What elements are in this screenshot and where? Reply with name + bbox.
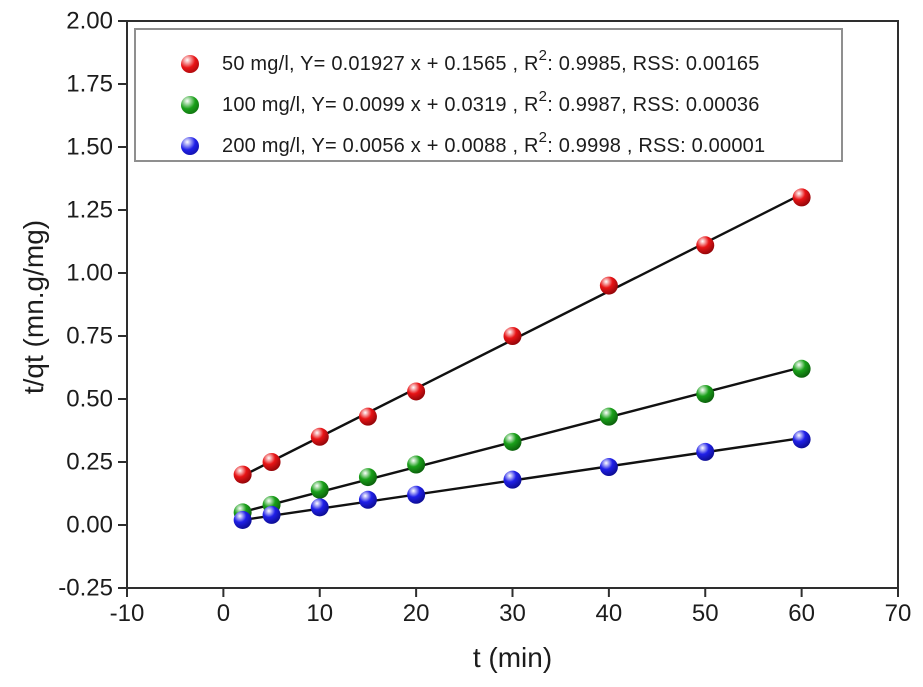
data-point [262, 453, 281, 471]
data-point [696, 236, 715, 255]
data-point [407, 485, 426, 504]
data-point [407, 382, 426, 401]
x-tick-label: 20 [403, 600, 430, 627]
data-point [503, 470, 522, 489]
data-point [407, 455, 426, 474]
data-point [792, 188, 811, 207]
data-point [792, 430, 811, 449]
x-tick-label: 70 [885, 600, 912, 627]
data-point [599, 458, 618, 477]
data-point [358, 468, 377, 487]
data-point [599, 276, 618, 295]
y-tick-label: 0.50 [66, 386, 113, 413]
data-point [310, 498, 329, 517]
data-point [233, 510, 252, 529]
data-point [262, 505, 281, 524]
data-point [503, 327, 522, 345]
x-tick-label: 10 [306, 600, 333, 627]
legend-marker-icon [181, 96, 199, 114]
legend: 50 mg/l, Y= 0.01927 x + 0.1565 , R2: 0.9… [134, 28, 843, 162]
legend-label: 200 mg/l, Y= 0.0056 x + 0.0088 , R2: 0.9… [222, 128, 766, 157]
x-tick-label: 40 [596, 600, 623, 627]
legend-marker-icon [181, 137, 199, 155]
y-tick-label: 0.25 [66, 449, 113, 476]
legend-item: 100 mg/l, Y= 0.0099 x + 0.0319 , R2: 0.9… [181, 87, 841, 119]
series-points [233, 430, 811, 529]
legend-marker-icon [181, 55, 199, 73]
y-tick-label: 2.00 [66, 8, 113, 35]
data-point [310, 480, 329, 499]
x-tick-label: 60 [788, 600, 815, 627]
x-tick-label: -10 [110, 600, 145, 627]
series-points [233, 359, 811, 522]
y-tick-label: 1.50 [66, 134, 113, 161]
data-point [503, 432, 522, 451]
y-tick-label: 1.75 [66, 71, 113, 98]
data-point [792, 359, 811, 378]
legend-item: 50 mg/l, Y= 0.01927 x + 0.1565 , R2: 0.9… [181, 46, 841, 78]
x-tick-label: 50 [692, 600, 719, 627]
data-point [233, 465, 252, 484]
y-tick-label: 0.00 [66, 512, 113, 539]
x-tick-label: 0 [217, 600, 230, 627]
legend-label: 100 mg/l, Y= 0.0099 x + 0.0319 , R2: 0.9… [222, 87, 760, 116]
legend-item: 200 mg/l, Y= 0.0056 x + 0.0088 , R2: 0.9… [181, 128, 841, 160]
data-point [696, 384, 715, 403]
y-tick-label: 0.75 [66, 323, 113, 350]
legend-label: 50 mg/l, Y= 0.01927 x + 0.1565 , R2: 0.9… [222, 46, 760, 75]
series-points [233, 188, 811, 484]
y-tick-label: 1.25 [66, 197, 113, 224]
y-tick-label: 1.00 [66, 260, 113, 287]
y-axis-label: t/qt (mn.g/mg) [18, 219, 49, 395]
data-point [358, 407, 377, 426]
y-tick-label: -0.25 [58, 575, 113, 602]
data-point [358, 490, 377, 509]
x-tick-label: 30 [499, 600, 526, 627]
data-point [696, 442, 715, 461]
data-point [310, 427, 329, 446]
data-point [599, 407, 618, 426]
x-axis-label: t (min) [472, 642, 553, 673]
